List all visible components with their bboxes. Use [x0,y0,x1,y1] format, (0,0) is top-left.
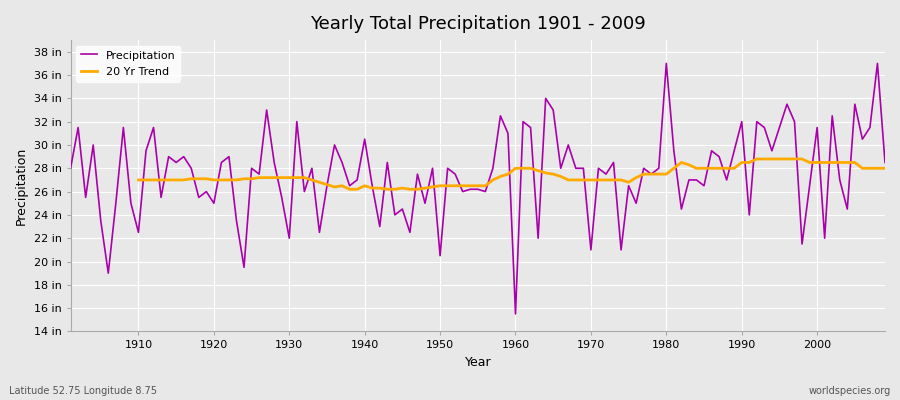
Precipitation [518,119,528,124]
Precipitation [661,61,671,66]
Precipitation [125,201,136,206]
Y-axis label: Precipitation: Precipitation [15,147,28,225]
Precipitation [337,160,347,165]
20 Yr Trend [857,166,868,171]
Precipitation [608,160,619,165]
20 Yr Trend [276,175,287,180]
Line: Precipitation: Precipitation [70,64,885,314]
Title: Yearly Total Precipitation 1901 - 2009: Yearly Total Precipitation 1901 - 2009 [310,15,645,33]
Legend: Precipitation, 20 Yr Trend: Precipitation, 20 Yr Trend [76,46,180,82]
X-axis label: Year: Year [464,356,491,369]
Precipitation [65,166,76,171]
Text: worldspecies.org: worldspecies.org [809,386,891,396]
20 Yr Trend [586,178,597,182]
Text: Latitude 52.75 Longitude 8.75: Latitude 52.75 Longitude 8.75 [9,386,157,396]
Precipitation [502,131,513,136]
Precipitation [879,160,890,165]
Precipitation [292,119,302,124]
20 Yr Trend [752,156,762,161]
Line: 20 Yr Trend: 20 Yr Trend [139,159,885,189]
20 Yr Trend [344,187,355,192]
Precipitation [510,312,521,316]
20 Yr Trend [879,166,890,171]
20 Yr Trend [834,160,845,165]
20 Yr Trend [307,178,318,182]
20 Yr Trend [133,178,144,182]
20 Yr Trend [526,166,536,171]
